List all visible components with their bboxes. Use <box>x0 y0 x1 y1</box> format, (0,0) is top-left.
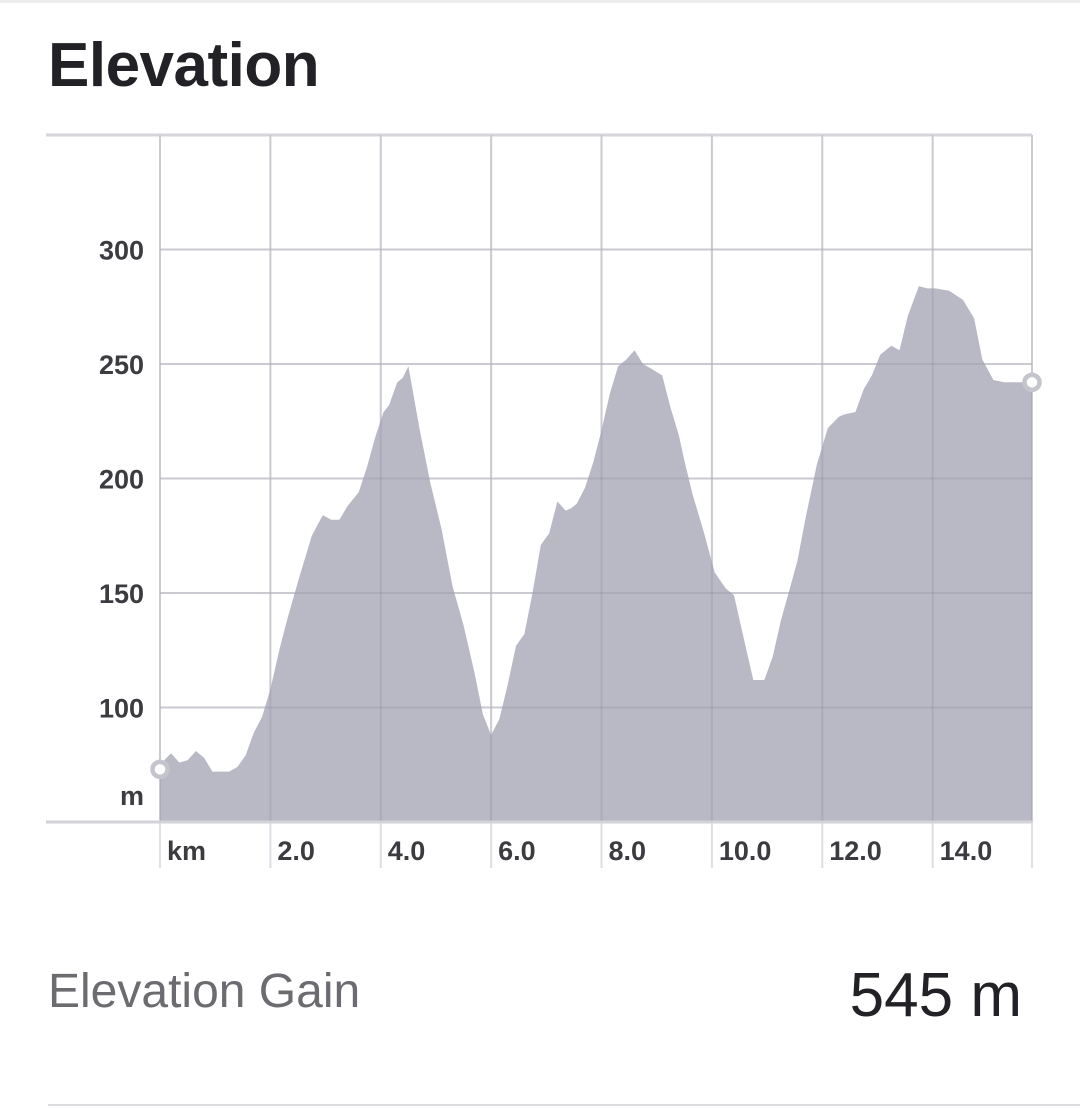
end-marker <box>1022 372 1042 393</box>
x-tick-label-0: 2.0 <box>277 836 315 866</box>
bottom-divider <box>48 1104 1080 1106</box>
y-tick-label-3: 250 <box>99 350 144 380</box>
x-tick-label-1: 4.0 <box>388 836 426 866</box>
chart-area-layer <box>159 135 1033 823</box>
x-tick-label-6: 14.0 <box>940 836 993 866</box>
elevation-chart: 100 150 200 250 300 mkm 2.0 4.0 6.0 8.0 10.0 12.0 14… <box>46 133 1042 868</box>
y-axis-unit: m <box>120 781 144 811</box>
x-axis-unit: km <box>167 836 206 866</box>
y-tick-label-2: 200 <box>99 465 144 495</box>
x-tick-label-4: 10.0 <box>719 836 772 866</box>
chart-markers <box>150 372 1042 780</box>
chart-labels: 100 150 200 250 300 mkm 2.0 4.0 6.0 8.0 10.0 12.0 14… <box>99 236 992 867</box>
elevation-gain-value: 545 m <box>849 961 1022 1030</box>
elevation-area <box>160 286 1032 823</box>
top-divider <box>0 0 1080 3</box>
y-tick-label-1: 150 <box>99 579 144 609</box>
x-tick-label-2: 6.0 <box>498 836 536 866</box>
section-title: Elevation <box>48 31 320 100</box>
x-tick-label-3: 8.0 <box>609 836 647 866</box>
y-tick-label-0: 100 <box>99 694 144 724</box>
x-tick-label-5: 12.0 <box>829 836 882 866</box>
y-tick-label-4: 300 <box>99 236 144 266</box>
elevation-gain-label: Elevation Gain <box>48 965 361 1018</box>
start-marker <box>150 759 170 780</box>
